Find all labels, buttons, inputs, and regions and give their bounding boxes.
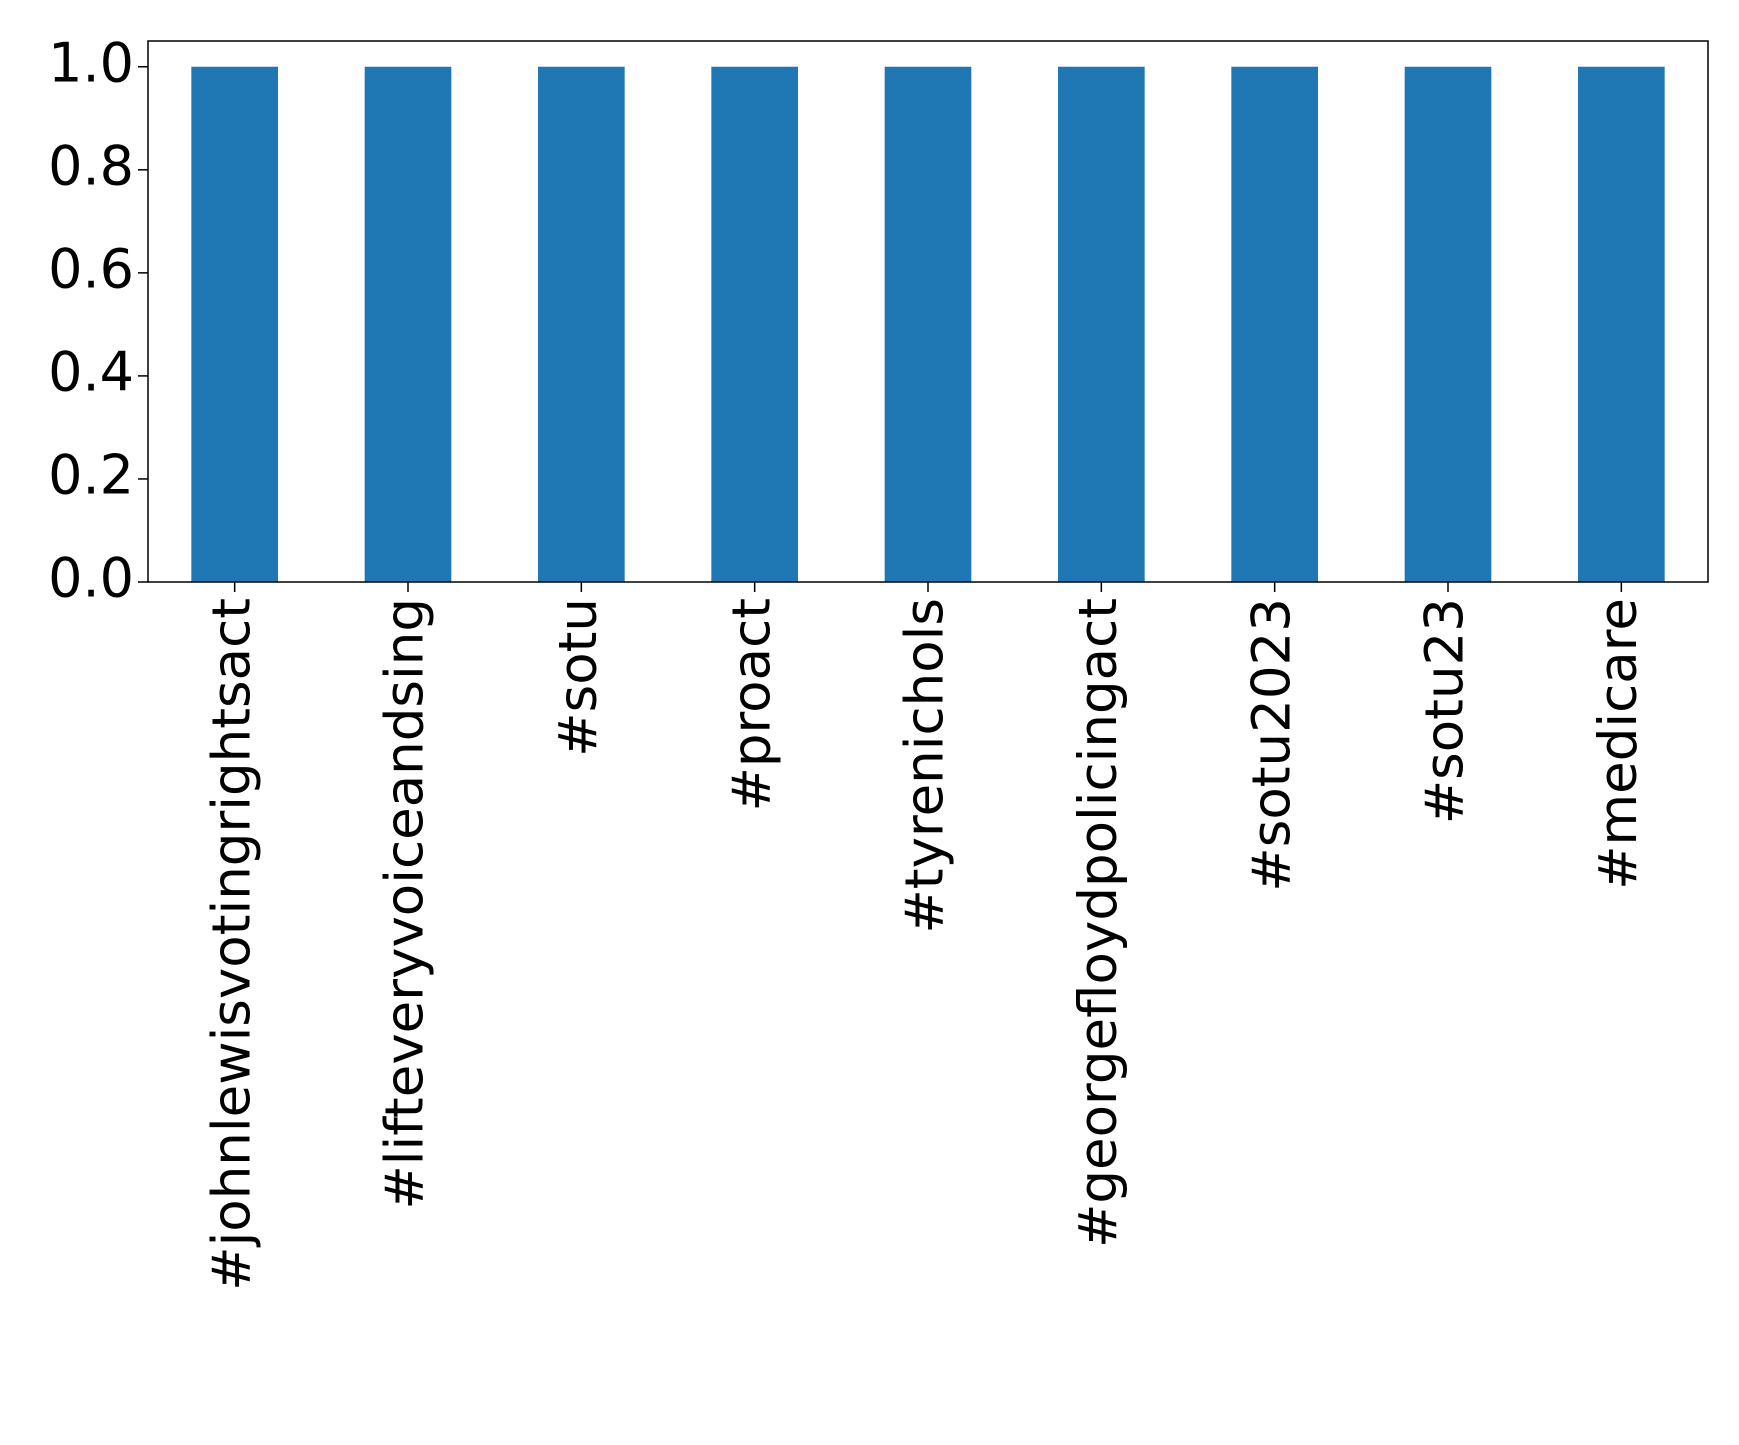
x-tick-label: #sotu23 [1415,598,1476,824]
bar [884,66,972,582]
y-tick-label: 1.0 [48,31,134,94]
x-tick-label: #johnlewisvotingrightsact [201,598,262,1291]
x-tick-label: #proact [721,598,782,812]
bar [538,66,625,582]
bar [711,66,798,582]
bar [1578,66,1665,582]
bar [1404,66,1492,582]
y-tick-label: 0.6 [48,237,134,300]
plot-frame [147,40,1709,583]
x-tick-label: #georgefloydpolicingact [1068,598,1129,1248]
x-tick-label: #tyrenichols [895,598,956,934]
y-tick-label: 0.0 [48,547,134,610]
bar [1058,66,1145,582]
x-tick-label: #sotu [548,598,609,757]
x-tick-label: #medicare [1588,598,1649,890]
x-tick-label: #lifteveryvoiceandsing [375,598,436,1210]
bar [364,66,452,582]
x-tick-label: #sotu2023 [1241,598,1302,892]
y-tick-label: 0.8 [48,134,134,197]
y-tick-label: 0.4 [48,341,134,404]
bar [191,66,278,582]
y-tick-label: 0.2 [48,444,134,507]
bar [1231,66,1318,582]
